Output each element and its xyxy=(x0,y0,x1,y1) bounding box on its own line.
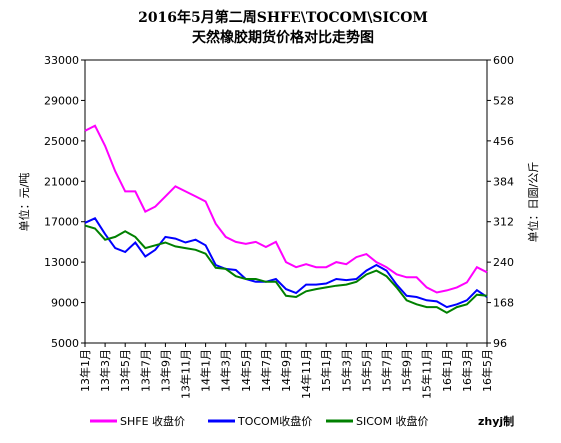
x-tick-label: 13年3月 xyxy=(98,349,112,392)
x-tick-label: 14年3月 xyxy=(219,349,233,392)
x-tick-label: 14年11月 xyxy=(299,349,313,399)
series-line xyxy=(84,217,488,309)
x-tick-label: 13年9月 xyxy=(158,349,172,392)
y2-tick-label: 528 xyxy=(493,94,514,107)
x-tick-label: 15年7月 xyxy=(380,349,394,392)
chart-title: 2016年5月第二周SHFE\TOCOM\SICOM xyxy=(138,9,428,26)
y-tick-label: 33000 xyxy=(44,54,79,67)
legend-label: TOCOM收盘价 xyxy=(237,414,312,428)
x-tick-label: 13年1月 xyxy=(78,349,92,392)
x-tick-label: 15年9月 xyxy=(400,349,414,392)
y-tick-label: 13000 xyxy=(44,256,79,269)
y2-tick-label: 384 xyxy=(493,175,514,188)
x-tick-label: 15年3月 xyxy=(339,349,353,392)
y2-tick-label: 456 xyxy=(493,135,514,148)
annotation: zhyj制 xyxy=(478,414,514,428)
x-tick-label: 16年3月 xyxy=(460,349,474,392)
x-tick-label: 14年1月 xyxy=(199,349,213,392)
y2-tick-label: 168 xyxy=(493,297,514,310)
y-tick-label: 5000 xyxy=(51,337,79,350)
series-line xyxy=(84,224,488,314)
y2-tick-label: 312 xyxy=(493,216,514,229)
y2-tick-label: 96 xyxy=(493,337,507,350)
x-tick-label: 13年7月 xyxy=(138,349,152,392)
y-tick-label: 17000 xyxy=(44,216,79,229)
x-tick-label: 15年1月 xyxy=(319,349,333,392)
x-tick-label: 15年5月 xyxy=(359,349,373,392)
y-tick-label: 29000 xyxy=(44,94,79,107)
y2-tick-label: 600 xyxy=(493,54,514,67)
x-tick-label: 13年11月 xyxy=(179,349,193,399)
x-tick-label: 14年5月 xyxy=(239,349,253,392)
x-tick-label: 15年11月 xyxy=(420,349,434,399)
y2-tick-label: 240 xyxy=(493,256,514,269)
x-tick-label: 16年5月 xyxy=(480,349,494,392)
y-tick-label: 25000 xyxy=(44,135,79,148)
legend-label: SHFE 收盘价 xyxy=(120,414,185,428)
y-tick-label: 9000 xyxy=(51,297,79,310)
legend-label: SICOM 收盘价 xyxy=(356,414,429,428)
x-tick-label: 14年7月 xyxy=(259,349,273,392)
y-tick-label: 21000 xyxy=(44,175,79,188)
series-line xyxy=(84,124,488,294)
y-axis-label: 单位：元/吨 xyxy=(17,173,31,232)
chart-subtitle: 天然橡胶期货价格对比走势图 xyxy=(192,29,374,46)
y2-axis-label: 单位：日圆/公斤 xyxy=(526,162,540,243)
x-tick-label: 14年9月 xyxy=(279,349,293,392)
x-tick-label: 16年1月 xyxy=(440,349,454,392)
x-tick-label: 13年5月 xyxy=(118,349,132,392)
